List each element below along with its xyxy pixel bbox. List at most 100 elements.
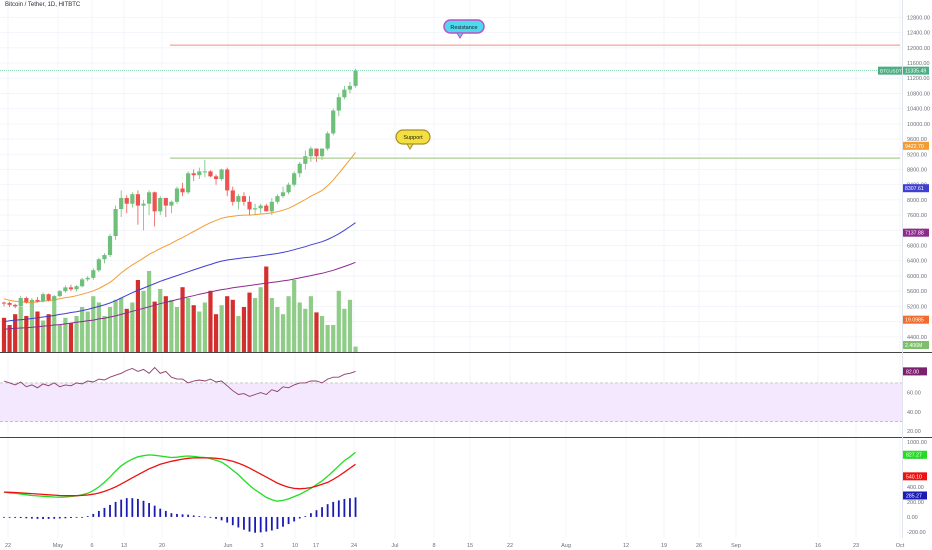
volume-bar <box>208 290 213 352</box>
volume-bar <box>269 298 274 352</box>
macd-hist-bar <box>25 516 28 519</box>
volume-bar <box>230 299 235 352</box>
candle-body <box>213 176 219 179</box>
volume-bar <box>353 346 358 352</box>
macd-hist-bar <box>14 516 17 518</box>
macd-hist-bar <box>81 516 84 518</box>
candle-body <box>236 196 241 202</box>
candle-body <box>336 97 341 111</box>
candle-body <box>68 287 74 290</box>
candle-body <box>29 299 34 303</box>
volume-bar <box>13 314 18 352</box>
candle-body <box>107 236 113 256</box>
macd-hist-bar <box>86 516 89 517</box>
macd-hist-bar <box>298 516 301 519</box>
macd-hist-bar <box>248 516 251 532</box>
macd-hist-bar <box>70 516 72 518</box>
volume-bar <box>80 307 85 352</box>
macd-hist-bar <box>181 514 184 517</box>
candle-body <box>353 70 358 86</box>
volume-bar <box>35 311 40 352</box>
candle-body <box>292 173 297 185</box>
candle-body <box>258 205 263 209</box>
symbol-tag-label: BTCUSDT <box>880 69 902 74</box>
volume-bar <box>163 296 168 352</box>
price-tag <box>903 315 929 324</box>
price-tick-label: 11200.00 <box>907 76 930 82</box>
macd-hist-bar <box>243 516 245 530</box>
resistance-callout-pointer <box>456 32 464 39</box>
price-tag-label: 11335.49 <box>905 69 926 75</box>
candle-body <box>7 302 12 305</box>
volume-bar <box>113 299 118 352</box>
time-tick-label: 26 <box>696 543 702 549</box>
macd-hist-bar <box>142 500 145 517</box>
candle-body <box>40 294 46 302</box>
candle-body <box>264 205 269 212</box>
price-tag <box>903 341 929 349</box>
time-tick-label: Jul <box>391 543 398 549</box>
price-tick-label: 12800.00 <box>907 15 930 21</box>
macd-hist-bar <box>343 498 346 517</box>
candle-body <box>342 89 347 98</box>
rsi-value-label: 82.00 <box>906 369 919 375</box>
macd-line-macd <box>3 451 356 502</box>
volume-bar <box>253 298 258 352</box>
macd-hist-bar <box>282 516 284 527</box>
time-tick-label: 3 <box>260 543 263 549</box>
time-tick-label: 12 <box>623 543 629 549</box>
macd-hist-bar <box>231 516 234 526</box>
volume-bar <box>74 316 79 352</box>
price-tag <box>903 141 929 150</box>
volume-bar <box>102 316 107 352</box>
macd-hist-bar <box>354 497 357 517</box>
volume-bar <box>130 302 135 352</box>
candle-body <box>119 198 124 210</box>
candle-body <box>247 201 252 210</box>
candle-body <box>325 133 330 149</box>
candle-body <box>219 169 224 179</box>
price-tick-label: 6400.00 <box>907 259 927 265</box>
macd-hist-bar <box>304 516 307 517</box>
macd-value-label: 540.10 <box>906 474 922 480</box>
price-tag-label: 2.406M <box>905 343 922 349</box>
candle-body <box>91 270 96 278</box>
macd-hist-bar <box>164 510 167 517</box>
macd-value-tag <box>903 450 927 459</box>
macd-hist-bar <box>97 510 100 517</box>
macd-hist-bar <box>31 516 33 519</box>
macd-hist-bar <box>36 516 39 519</box>
time-tick-label: 22 <box>5 543 11 549</box>
volume-bar <box>297 302 302 352</box>
series-line-ema_slow <box>3 261 356 330</box>
price-tag-label: 7137.88 <box>905 231 924 237</box>
price-tick-label: 10000.00 <box>907 122 930 128</box>
macd-hist-bar <box>220 516 223 521</box>
candle-body <box>191 173 196 176</box>
price-tick-label: 8800.00 <box>907 167 927 173</box>
price-tick-label: 5600.00 <box>907 289 927 295</box>
price-tick-label: 6000.00 <box>907 274 927 280</box>
price-tick-label: 6800.00 <box>907 244 927 250</box>
candle-body <box>146 192 152 204</box>
price-tick-label: 10800.00 <box>907 91 930 97</box>
volume-bar <box>325 325 330 352</box>
volume-bar <box>40 320 46 352</box>
macd-hist-bar <box>137 498 139 517</box>
price-tick-label: 9200.00 <box>907 152 927 158</box>
time-tick-label: 24 <box>351 543 357 549</box>
time-tick-label: 6 <box>90 543 93 549</box>
series-line-ema_fast <box>3 152 356 304</box>
macd-hist-bar <box>53 516 56 519</box>
time-tick-label: 15 <box>467 543 473 549</box>
macd-value-tag <box>903 472 927 481</box>
macd-value-label: 827.27 <box>906 453 922 459</box>
macd-tick-label: 200.00 <box>907 500 924 506</box>
time-tick-label: Jun <box>224 543 233 549</box>
macd-hist-bar <box>198 516 201 517</box>
series-line-ema_mid <box>3 222 356 323</box>
macd-hist-bar <box>125 498 128 517</box>
price-tick-label: 12000.00 <box>907 46 930 52</box>
macd-value-label: 285.27 <box>906 493 922 499</box>
